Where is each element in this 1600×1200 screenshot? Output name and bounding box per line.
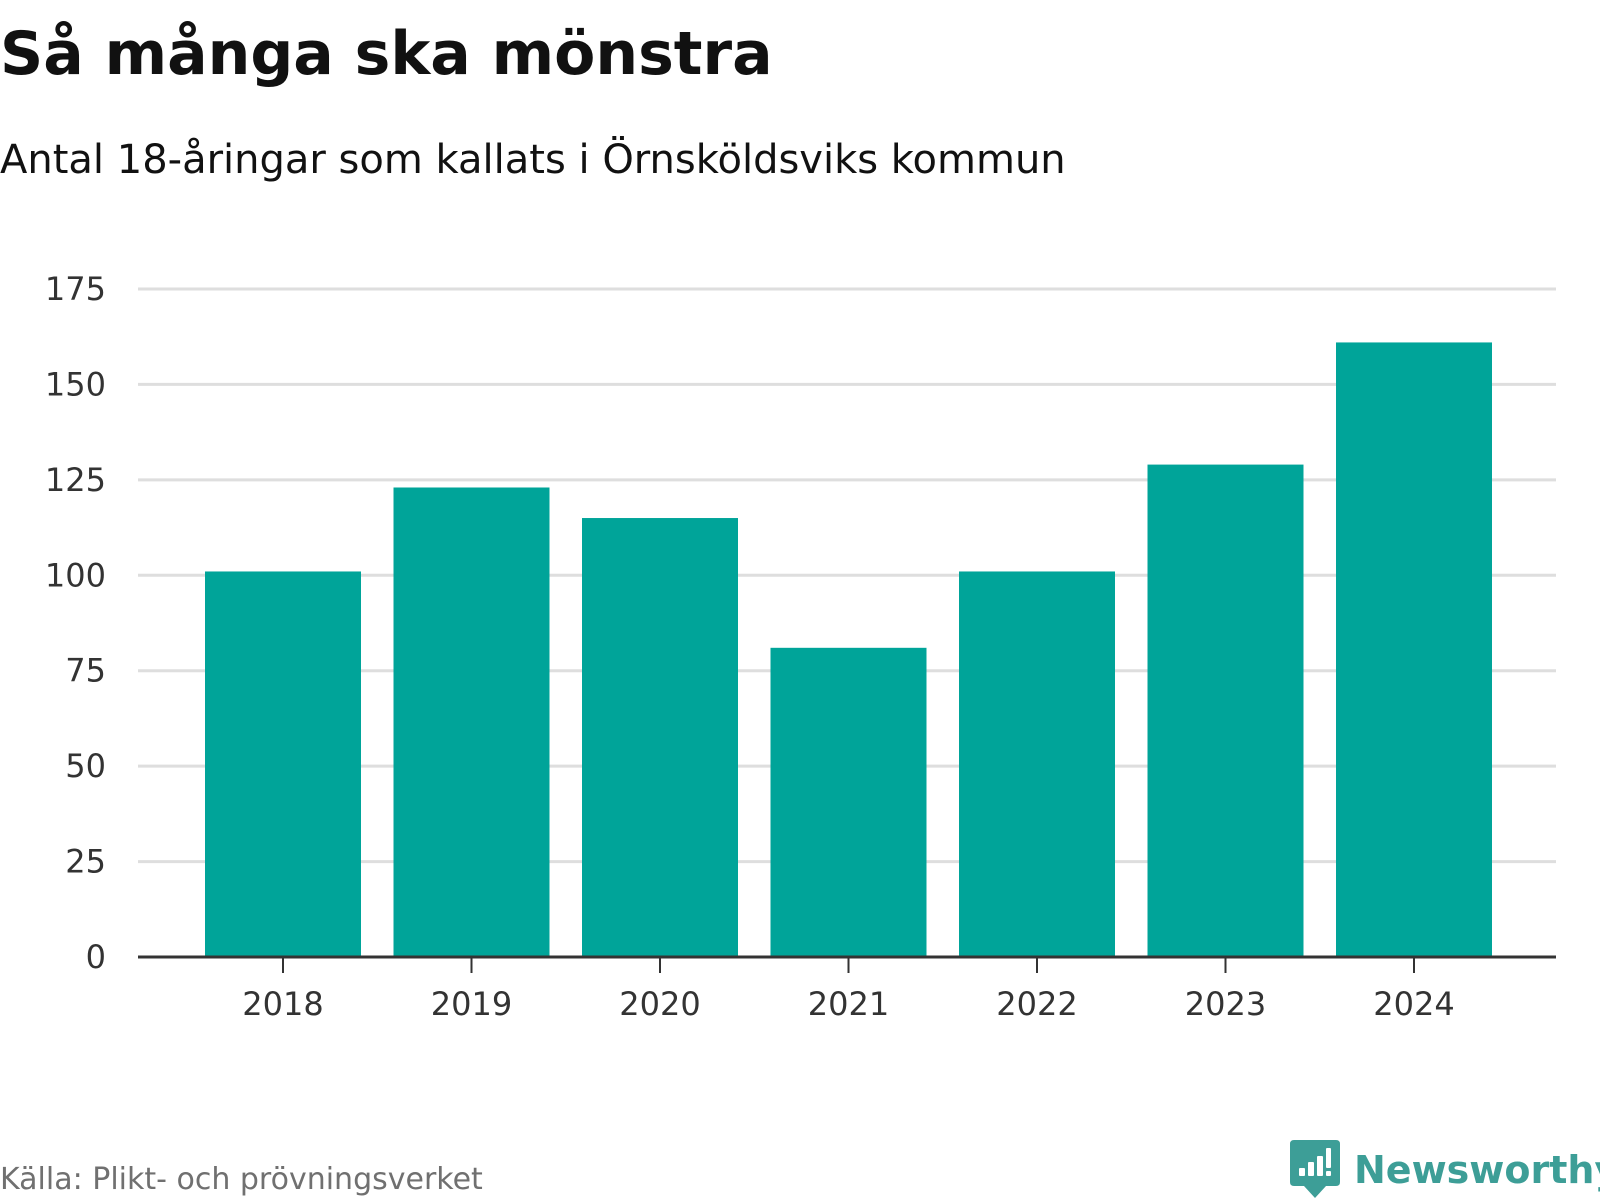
x-tick-label: 2022 — [996, 985, 1077, 1023]
y-tick-label: 75 — [65, 652, 106, 690]
x-tick-label: 2019 — [431, 985, 512, 1023]
y-tick-label: 50 — [65, 747, 106, 785]
brand-logo: Newsworthy — [1290, 1140, 1600, 1200]
bar-2021 — [770, 647, 927, 957]
x-tick-label: 2023 — [1185, 985, 1266, 1023]
x-tick-label: 2020 — [619, 985, 700, 1023]
x-tick-label: 2018 — [242, 985, 323, 1023]
bar-chart: 0 25 50 75 100 125 150 175 2018 2019 2020 2021 2022… — [45, 270, 1556, 1023]
chart-subtitle: Antal 18-åringar som kallats i Örnskölds… — [0, 137, 1066, 183]
bar-2019 — [393, 487, 550, 957]
y-tick-label: 100 — [45, 556, 106, 594]
bars — [205, 342, 1492, 957]
newsworthy-logo-icon — [1290, 1140, 1340, 1198]
bar-2024 — [1336, 342, 1492, 957]
source-note: Källa: Plikt- och prövningsverket — [0, 1162, 483, 1197]
y-tick-label: 25 — [65, 843, 106, 881]
y-axis-ticks: 0 25 50 75 100 125 150 175 — [45, 270, 106, 976]
y-tick-label: 125 — [45, 461, 106, 499]
y-tick-label: 0 — [86, 938, 106, 976]
x-axis: 2018 2019 2020 2021 2022 2023 2024 — [138, 955, 1556, 1023]
y-tick-label: 175 — [45, 270, 106, 308]
bar-2020 — [582, 518, 738, 957]
x-tick-label: 2021 — [808, 985, 889, 1023]
brand-name: Newsworthy — [1354, 1148, 1600, 1192]
bar-2023 — [1147, 464, 1304, 957]
x-tick-label: 2024 — [1373, 985, 1454, 1023]
bar-2022 — [959, 571, 1115, 957]
y-tick-label: 150 — [45, 365, 106, 403]
chart-title: Så många ska mönstra — [0, 19, 773, 89]
bar-2018 — [205, 571, 361, 957]
